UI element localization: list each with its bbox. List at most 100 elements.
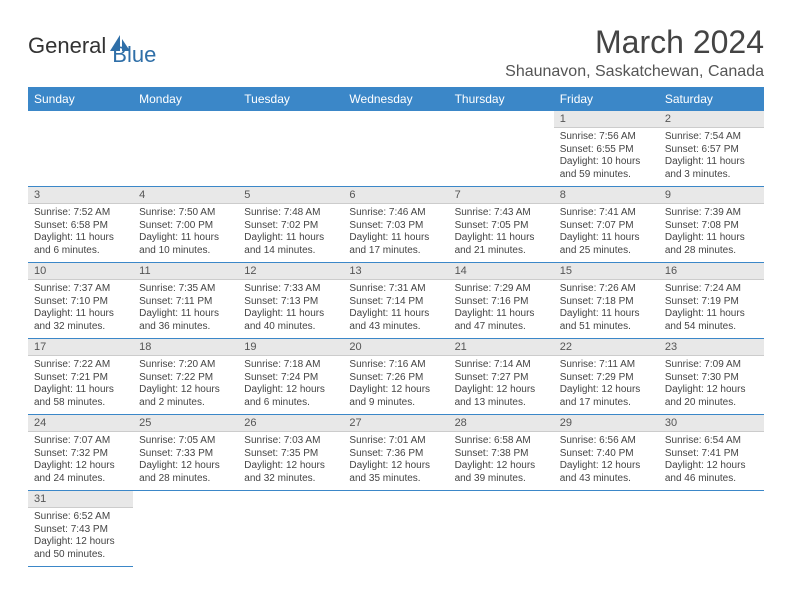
sunrise-text: Sunrise: 7:33 AM — [244, 283, 337, 296]
daylight-text: Daylight: 11 hours and 54 minutes. — [665, 308, 758, 333]
day-detail-cell: Sunrise: 7:43 AMSunset: 7:05 PMDaylight:… — [449, 204, 554, 263]
day-detail-cell — [238, 128, 343, 187]
day-number-cell — [343, 111, 448, 128]
sunset-text: Sunset: 7:36 PM — [349, 448, 442, 461]
day-number-cell: 20 — [343, 339, 448, 356]
weekday-monday: Monday — [133, 87, 238, 111]
day-number-cell — [659, 491, 764, 508]
day-number-cell: 22 — [554, 339, 659, 356]
sunset-text: Sunset: 7:40 PM — [560, 448, 653, 461]
daylight-text: Daylight: 11 hours and 17 minutes. — [349, 232, 442, 257]
day-number-cell: 30 — [659, 415, 764, 432]
day-detail-cell: Sunrise: 7:46 AMSunset: 7:03 PMDaylight:… — [343, 204, 448, 263]
day-detail-cell — [554, 508, 659, 567]
daylight-text: Daylight: 12 hours and 28 minutes. — [139, 460, 232, 485]
daylight-text: Daylight: 12 hours and 43 minutes. — [560, 460, 653, 485]
sunrise-text: Sunrise: 7:46 AM — [349, 207, 442, 220]
day-number-cell: 6 — [343, 187, 448, 204]
daylight-text: Daylight: 12 hours and 17 minutes. — [560, 384, 653, 409]
day-detail-cell: Sunrise: 6:54 AMSunset: 7:41 PMDaylight:… — [659, 432, 764, 491]
daynum-row: 10111213141516 — [28, 263, 764, 280]
daylight-text: Daylight: 12 hours and 20 minutes. — [665, 384, 758, 409]
daylight-text: Daylight: 12 hours and 6 minutes. — [244, 384, 337, 409]
sunrise-text: Sunrise: 7:54 AM — [665, 131, 758, 144]
day-detail-cell: Sunrise: 7:05 AMSunset: 7:33 PMDaylight:… — [133, 432, 238, 491]
day-number-cell — [238, 111, 343, 128]
daynum-row: 24252627282930 — [28, 415, 764, 432]
day-detail-cell: Sunrise: 6:56 AMSunset: 7:40 PMDaylight:… — [554, 432, 659, 491]
sunset-text: Sunset: 6:55 PM — [560, 144, 653, 157]
daynum-row: 12 — [28, 111, 764, 128]
daylight-text: Daylight: 12 hours and 50 minutes. — [34, 536, 127, 561]
sunrise-text: Sunrise: 6:56 AM — [560, 435, 653, 448]
day-detail-cell: Sunrise: 7:18 AMSunset: 7:24 PMDaylight:… — [238, 356, 343, 415]
sunset-text: Sunset: 7:41 PM — [665, 448, 758, 461]
sunrise-text: Sunrise: 7:09 AM — [665, 359, 758, 372]
daylight-text: Daylight: 12 hours and 13 minutes. — [455, 384, 548, 409]
sunset-text: Sunset: 7:10 PM — [34, 296, 127, 309]
daylight-text: Daylight: 12 hours and 2 minutes. — [139, 384, 232, 409]
day-number-cell: 5 — [238, 187, 343, 204]
day-number-cell: 29 — [554, 415, 659, 432]
daylight-text: Daylight: 12 hours and 35 minutes. — [349, 460, 442, 485]
detail-row: Sunrise: 7:37 AMSunset: 7:10 PM Daylight:… — [28, 280, 764, 339]
weekday-wednesday: Wednesday — [343, 87, 448, 111]
sunrise-text: Sunrise: 7:41 AM — [560, 207, 653, 220]
daylight-text: Daylight: 11 hours and 21 minutes. — [455, 232, 548, 257]
detail-row: Sunrise: 7:52 AMSunset: 6:58 PMDaylight:… — [28, 204, 764, 263]
sunrise-text: Sunrise: 7:37 AM — [34, 283, 127, 296]
day-detail-cell: Sunrise: 7:48 AMSunset: 7:02 PMDaylight:… — [238, 204, 343, 263]
day-number-cell: 25 — [133, 415, 238, 432]
day-detail-cell: Sunrise: 7:54 AMSunset: 6:57 PMDaylight:… — [659, 128, 764, 187]
day-detail-cell: Sunrise: 7:24 AMSunset: 7:19 PMDaylight:… — [659, 280, 764, 339]
sunrise-text: Sunrise: 7:01 AM — [349, 435, 442, 448]
sunrise-text: Sunrise: 7:48 AM — [244, 207, 337, 220]
day-number-cell: 1 — [554, 111, 659, 128]
sunrise-text: Sunrise: 7:11 AM — [560, 359, 653, 372]
day-number-cell: 17 — [28, 339, 133, 356]
day-detail-cell: Sunrise: 7:01 AMSunset: 7:36 PMDaylight:… — [343, 432, 448, 491]
daynum-row: 31 — [28, 491, 764, 508]
day-number-cell: 26 — [238, 415, 343, 432]
sunset-text: Sunset: 7:35 PM — [244, 448, 337, 461]
day-detail-cell — [659, 508, 764, 567]
detail-row: Sunrise: 7:07 AMSunset: 7:32 PMDaylight:… — [28, 432, 764, 491]
day-detail-cell: Sunrise: 7:52 AMSunset: 6:58 PMDaylight:… — [28, 204, 133, 263]
weekday-friday: Friday — [554, 87, 659, 111]
day-number-cell: 15 — [554, 263, 659, 280]
day-detail-cell: Sunrise: 7:41 AMSunset: 7:07 PMDaylight:… — [554, 204, 659, 263]
sunrise-text: Sunrise: 6:52 AM — [34, 511, 127, 524]
calendar-body: 12Sunrise: 7:56 AMSunset: 6:55 PMDayligh… — [28, 111, 764, 567]
day-detail-cell — [133, 508, 238, 567]
sunrise-text: Sunrise: 7:22 AM — [34, 359, 127, 372]
daylight-text: Daylight: 11 hours and 51 minutes. — [560, 308, 653, 333]
sunset-text: Sunset: 7:38 PM — [455, 448, 548, 461]
day-detail-cell — [28, 128, 133, 187]
sunset-text: Sunset: 7:43 PM — [34, 524, 127, 537]
sunset-text: Sunset: 7:30 PM — [665, 372, 758, 385]
sunrise-text: Sunrise: 7:26 AM — [560, 283, 653, 296]
daylight-text: Daylight: 12 hours and 24 minutes. — [34, 460, 127, 485]
sunset-text: Sunset: 7:16 PM — [455, 296, 548, 309]
sunset-text: Sunset: 7:18 PM — [560, 296, 653, 309]
day-number-cell: 16 — [659, 263, 764, 280]
sunset-text: Sunset: 7:22 PM — [139, 372, 232, 385]
daylight-text: Daylight: 11 hours and 14 minutes. — [244, 232, 337, 257]
day-number-cell: 4 — [133, 187, 238, 204]
sunset-text: Sunset: 7:14 PM — [349, 296, 442, 309]
day-number-cell — [133, 111, 238, 128]
day-detail-cell: Sunrise: 7:29 AMSunset: 7:16 PMDaylight:… — [449, 280, 554, 339]
sunset-text: Sunset: 7:00 PM — [139, 220, 232, 233]
day-number-cell: 8 — [554, 187, 659, 204]
day-number-cell — [343, 491, 448, 508]
daylight-text: Daylight: 11 hours and 58 minutes. — [34, 384, 127, 409]
day-detail-cell: Sunrise: 7:37 AMSunset: 7:10 PMDaylight:… — [28, 280, 133, 339]
logo-text-blue: Blue — [112, 42, 156, 67]
sunset-text: Sunset: 7:19 PM — [665, 296, 758, 309]
day-detail-cell: Sunrise: 7:16 AMSunset: 7:26 PMDaylight:… — [343, 356, 448, 415]
daylight-text: Daylight: 11 hours and 6 minutes. — [34, 232, 127, 257]
detail-row: Sunrise: 7:56 AMSunset: 6:55 PMDaylight:… — [28, 128, 764, 187]
sunrise-text: Sunrise: 7:07 AM — [34, 435, 127, 448]
day-number-cell: 28 — [449, 415, 554, 432]
sunrise-text: Sunrise: 6:58 AM — [455, 435, 548, 448]
